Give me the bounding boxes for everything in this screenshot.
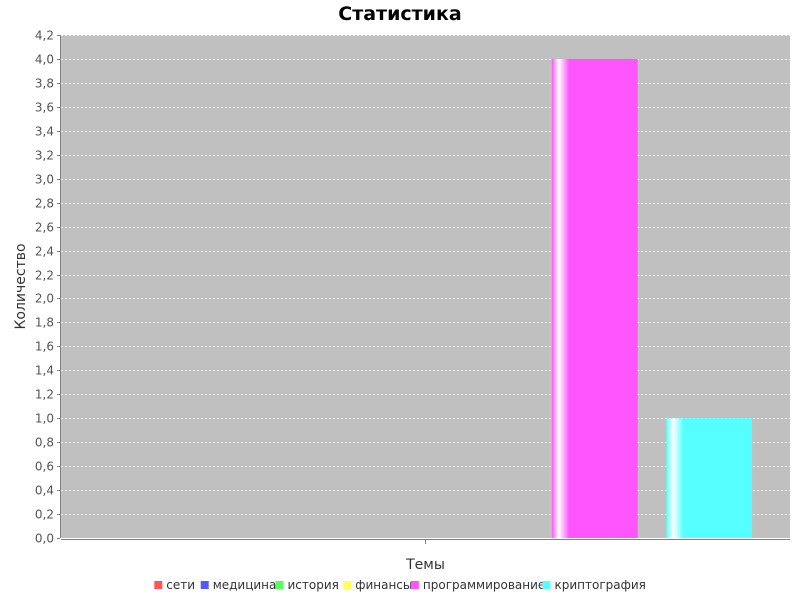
y-tick-label: 3,2 (35, 149, 54, 163)
y-tick-label: 4,0 (35, 53, 54, 67)
legend-swatch (410, 581, 419, 589)
bar-4 (551, 58, 638, 538)
y-tick-label: 1,0 (35, 412, 54, 426)
legend-item: финансы (343, 578, 412, 592)
y-tick-label: 2,4 (35, 245, 54, 259)
y-tick-label: 4,2 (35, 29, 54, 43)
y-tick-label: 0,0 (35, 532, 54, 546)
legend: сети медицина история финансы программирован… (154, 578, 646, 592)
legend-item: медицина (200, 578, 277, 592)
bar-5 (666, 418, 753, 538)
legend-swatch (154, 581, 163, 589)
y-axis-label: Количество (13, 243, 29, 329)
legend-swatch (343, 581, 352, 589)
legend-label: сети (166, 578, 195, 592)
y-tick-label: 2,2 (35, 269, 54, 283)
legend-label: медицина (213, 578, 277, 592)
legend-swatch (275, 581, 284, 589)
y-tick-label: 0,8 (35, 436, 54, 450)
y-tick-label: 3,0 (35, 173, 54, 187)
legend-label: история (288, 578, 339, 592)
y-tick-label: 0,6 (35, 460, 54, 474)
y-tick-label: 2,6 (35, 221, 54, 235)
y-tick-label: 1,8 (35, 316, 54, 330)
y-tick-label: 3,4 (35, 125, 54, 139)
y-tick-label: 1,6 (35, 340, 54, 354)
y-tick-label: 1,2 (35, 388, 54, 402)
chart-title: Статистика (338, 3, 462, 25)
y-tick-label: 2,8 (35, 197, 54, 211)
legend-item: программирование (410, 578, 545, 592)
legend-swatch (200, 581, 209, 589)
bars (551, 58, 753, 538)
legend-label: криптография (555, 578, 646, 592)
y-tick-label: 1,4 (35, 364, 54, 378)
y-tick-label: 3,6 (35, 101, 54, 115)
legend-item: история (275, 578, 339, 592)
y-tick-label: 3,8 (35, 77, 54, 91)
legend-swatch (542, 581, 551, 589)
legend-label: финансы (355, 578, 412, 592)
legend-label: программирование (423, 578, 545, 592)
legend-item: сети (154, 578, 195, 592)
x-axis-label: Темы (405, 557, 445, 573)
y-tick-label: 0,2 (35, 508, 54, 522)
y-axis: 0,0 0,2 0,4 0,6 0,8 1,0 1,2 1,4 1,6 1,8 2,0 2,2 2,4 2… (35, 29, 61, 546)
y-tick-label: 0,4 (35, 484, 54, 498)
legend-item: криптография (542, 578, 646, 592)
grid-lines (61, 35, 790, 515)
x-axis (61, 539, 790, 544)
y-tick-label: 2,0 (35, 292, 54, 306)
